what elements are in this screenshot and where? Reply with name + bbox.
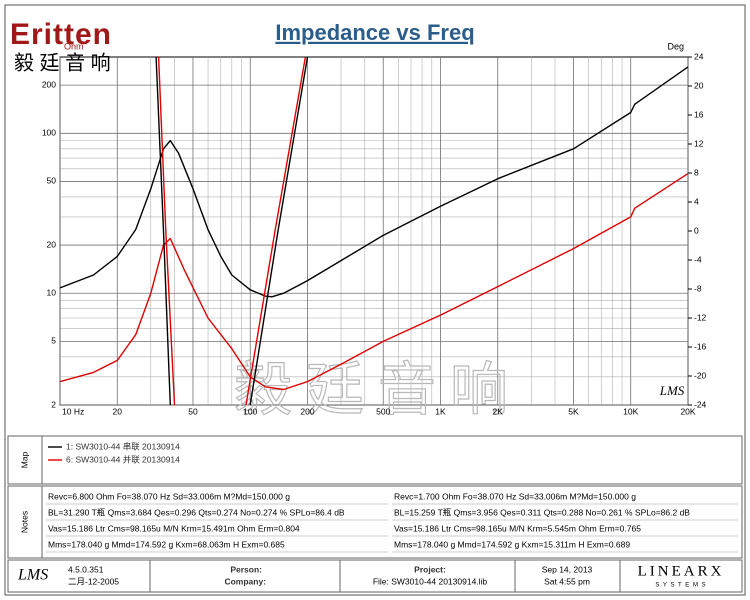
map-label: Map: [19, 451, 29, 468]
y2-tick-label: 0: [694, 225, 699, 235]
x-tick-label: 1K: [435, 406, 446, 416]
y-tick-label: 5: [51, 336, 56, 346]
x-tick-label: 20K: [680, 406, 695, 416]
notes-panel: [7, 485, 743, 559]
date: Sep 14, 2013: [542, 564, 593, 574]
note-text: Mms=178.040 g Mmd=174.592 g Kxm=68.063m …: [48, 539, 285, 549]
x-tick-label: 10K: [623, 406, 638, 416]
y2-tick-label: 12: [694, 138, 704, 148]
x-tick-label: 20: [113, 406, 123, 416]
brand: LINEARX: [638, 563, 725, 579]
impedance-line: [60, 66, 688, 298]
y-tick-label: 20: [47, 239, 57, 249]
y2-tick-label: -24: [694, 399, 707, 409]
x-tick-label: 5K: [568, 406, 579, 416]
y-tick-label: 10: [47, 287, 57, 297]
time: Sat 4:55 pm: [544, 576, 590, 586]
logo-cn: 毅 廷 音 响: [14, 51, 111, 74]
y2-tick-label: 20: [694, 80, 704, 90]
note-text: Vas=15.186 Ltr Cms=98.165u M/N Krm=15.49…: [48, 523, 300, 533]
y2-tick-label: -4: [694, 254, 702, 264]
note-text: Vas=15.186 Ltr Cms=98.165u M/N Krm=5.545…: [394, 523, 641, 533]
x-tick-label: 200: [300, 406, 314, 416]
legend-entry: 1: SW3010-44 串联 20130914: [66, 441, 180, 451]
y2-tick-label: -8: [694, 283, 702, 293]
company: Company:: [224, 576, 266, 586]
note-text: Revc=1.700 Ohm Fo=38.070 Hz Sd=33.006m M…: [394, 491, 636, 501]
y-tick-label: 200: [42, 79, 56, 89]
watermark: 毅廷音响: [234, 357, 522, 422]
y-tick-label: 100: [42, 128, 56, 138]
impedance-line: [60, 173, 688, 391]
y2-axis-label: Deg: [667, 41, 684, 51]
x-tick-label: 2K: [493, 406, 504, 416]
note-text: BL=31.290 T瓶 Qms=3.684 Qes=0.296 Qts=0.2…: [48, 507, 345, 517]
project: Project:: [414, 564, 446, 574]
plot-badge: LMS: [659, 383, 685, 398]
y2-tick-label: 8: [694, 167, 699, 177]
plot-area: [59, 56, 689, 406]
y-axis-label: Ohm: [64, 41, 84, 51]
phase-line: [157, 57, 307, 405]
note-text: BL=15.259 T瓶 Qms=3.956 Qes=0.311 Qts=0.2…: [394, 507, 690, 517]
version: 4.5.0.351: [68, 564, 104, 574]
map-panel: [7, 435, 743, 485]
y2-tick-label: 4: [694, 196, 699, 206]
y2-tick-label: -16: [694, 341, 707, 351]
software-logo: LMS: [17, 567, 48, 584]
note-text: Revc=6.800 Ohm Fo=38.070 Hz Sd=33.006m M…: [48, 491, 290, 501]
y2-tick-label: -12: [694, 312, 707, 322]
logo: Eritten: [10, 18, 112, 51]
y-tick-label: 50: [47, 176, 57, 186]
legend: 1: SW3010-44 串联 20130914 6: SW3010-44 并联 …: [48, 441, 180, 464]
y2-tick-label: 16: [694, 109, 704, 119]
build-date: 二月-12-2005: [68, 576, 119, 586]
phase-line: [155, 57, 309, 405]
x-tick-label: 100: [243, 406, 257, 416]
curves: [60, 57, 688, 405]
y2-tick-label: 24: [694, 51, 704, 61]
y-tick-label: 2: [51, 399, 56, 409]
chart-title: Impedance vs Freq: [275, 20, 474, 45]
file: File: SW3010-44 20130914.lib: [373, 576, 488, 586]
note-text: Mms=178.040 g Mmd=174.592 g Kxm=15.311m …: [394, 539, 630, 549]
x-tick-label: 50: [188, 406, 198, 416]
person: Person:: [230, 564, 262, 574]
notes: Revc=6.800 Ohm Fo=38.070 Hz Sd=33.006m M…: [46, 491, 738, 553]
notes-label: Notes: [19, 511, 29, 533]
x-tick-label: 10 Hz: [62, 406, 84, 416]
y2-tick-label: -20: [694, 370, 707, 380]
x-tick-label: 500: [376, 406, 390, 416]
grid: [59, 57, 689, 406]
brand-sub: S Y S T E M S: [655, 583, 706, 589]
legend-entry: 6: SW3010-44 并联 20130914: [66, 454, 180, 464]
